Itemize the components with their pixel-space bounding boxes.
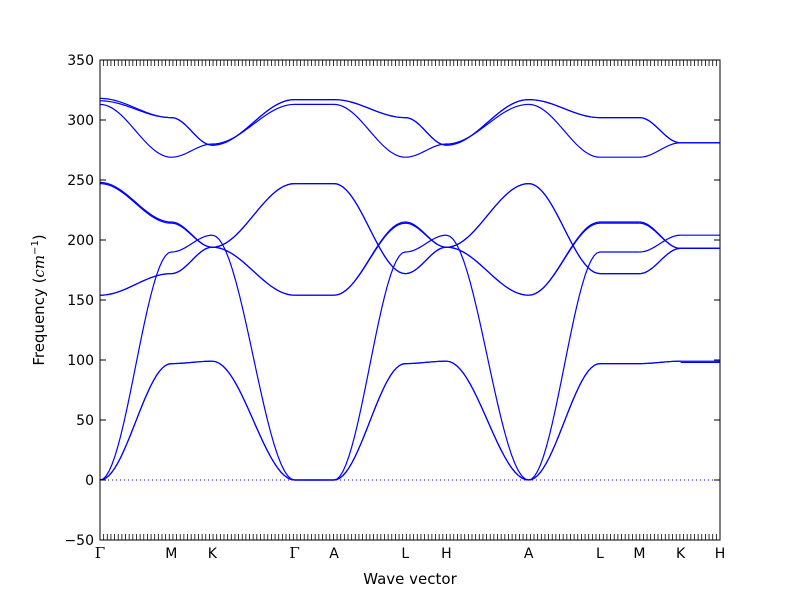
branch-10-segment-3 (334, 99, 529, 146)
y-tick-label: 0 (85, 473, 94, 489)
branch-7-segment-1 (99, 181, 295, 296)
y-axis-label: Frequency (cm−1) (30, 234, 48, 365)
branch-7-segment-5 (639, 221, 681, 249)
branch-7-segment-4 (528, 221, 640, 296)
branch-5-segment-5 (639, 247, 681, 275)
plot-frame (99, 59, 721, 541)
branch-3-segment-1 (99, 234, 295, 481)
x-axis-label: Wave vector (363, 570, 457, 588)
x-tick-label-a: A (329, 546, 339, 562)
x-tick-label-gamma: Γ (289, 544, 299, 562)
branch-2-segment-3 (333, 360, 529, 481)
x-tick-label-k: K (208, 546, 218, 562)
x-tick-label-m: M (633, 546, 645, 562)
x-tick-label-l: L (401, 546, 409, 562)
y-tick-label: 300 (67, 113, 94, 129)
y-tick-label: −50 (64, 533, 94, 549)
branch-2-segment-1 (99, 360, 295, 481)
branch-10-segment-4 (528, 99, 640, 119)
x-tick-label-h: H (715, 546, 726, 562)
branch-2-segment-4 (528, 363, 640, 481)
x-tick-label-m: M (165, 546, 177, 562)
branch-10-segment-5 (639, 117, 681, 144)
branch-2-segment-5 (639, 360, 681, 365)
y-tick-label: 250 (67, 173, 94, 189)
branch-8-segment-5 (639, 142, 681, 158)
branch-5-segment-4 (528, 183, 640, 275)
y-tick-label: 200 (67, 233, 94, 249)
branch-3-segment-3 (333, 234, 529, 481)
x-tick-label-h: H (441, 546, 452, 562)
branch-7-segment-3 (333, 221, 529, 296)
x-tick-label-k: K (676, 546, 686, 562)
y-tick-label: 350 (67, 53, 94, 69)
x-tick-label-a: A (524, 546, 534, 562)
branch-8-segment-1 (99, 103, 295, 158)
y-tick-label: 150 (67, 293, 94, 309)
plot-background (100, 60, 720, 540)
x-tick-label-l: L (596, 546, 604, 562)
y-tick-label: 50 (76, 413, 94, 429)
branch-5-segment-3 (333, 183, 529, 275)
y-axis: −50 0 50 100 150 200 250 300 350 (64, 53, 720, 549)
y-tick-label: 100 (67, 353, 94, 369)
branch-10-segment-1 (99, 97, 295, 146)
plot-content (99, 97, 720, 481)
branch-5-segment-1 (99, 183, 295, 296)
x-tick-label-gamma: Γ (95, 544, 105, 562)
branch-8-segment-4 (528, 103, 640, 158)
branch-3-segment-4 (528, 251, 640, 481)
branch-8-segment-3 (333, 103, 529, 158)
branch-3-segment-5 (639, 234, 681, 253)
